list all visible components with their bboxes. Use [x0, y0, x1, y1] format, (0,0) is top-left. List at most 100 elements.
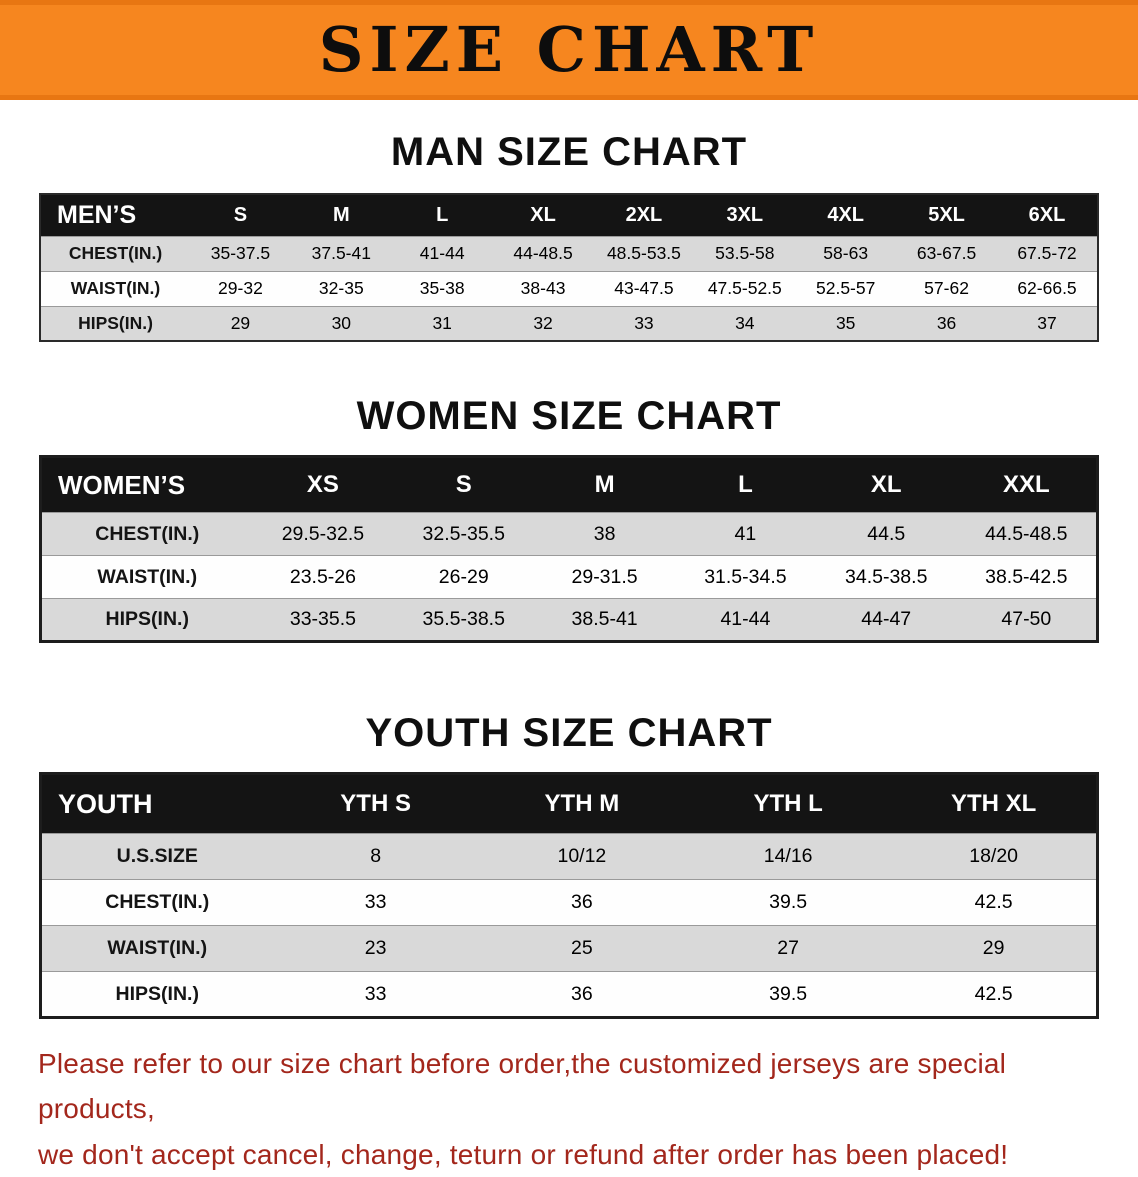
measurement-value: 23 [272, 925, 479, 972]
size-column-header: S [190, 194, 291, 236]
measurement-value: 36 [896, 305, 997, 342]
measurement-row: CHEST(IN.) 29.5-32.5 32.5-35.5 38 41 44.5 44.5… [40, 512, 1098, 556]
measurement-label: HIPS(IN.) [40, 598, 253, 642]
measurement-value: 38-43 [492, 270, 594, 307]
measurement-value: 44.5 [815, 512, 957, 556]
measurement-row: HIPS(IN.) 33 36 39.5 42.5 [40, 971, 1098, 1018]
size-column-header: YTH S [272, 773, 479, 834]
measurement-value: 35 [795, 305, 897, 342]
measurement-value: 37.5-41 [290, 235, 392, 272]
size-column-header: S [393, 456, 535, 513]
measurement-label: HIPS(IN.) [40, 971, 273, 1018]
size-column-header: YTH XL [891, 773, 1098, 834]
measurement-value: 29-31.5 [534, 555, 675, 599]
measurement-value: 8 [272, 833, 479, 880]
disclaimer-line-1: Please refer to our size chart before or… [38, 1048, 1007, 1125]
measurement-value: 47-50 [956, 598, 1098, 642]
men-header-row: MEN’S S M L XL 2XL 3XL 4XL 5XL 6XL [40, 194, 1098, 236]
measurement-value: 67.5-72 [997, 235, 1098, 272]
disclaimer-line-2: we don't accept cancel, change, teturn o… [38, 1138, 1009, 1170]
measurement-value: 41 [674, 512, 816, 556]
size-column-header: 3XL [694, 194, 796, 236]
size-column-header: YTH L [685, 773, 892, 834]
measurement-value: 14/16 [685, 833, 892, 880]
size-column-header: XS [252, 456, 394, 513]
measurement-row: WAIST(IN.) 23.5-26 26-29 29-31.5 31.5-34.5 34… [40, 555, 1098, 599]
size-column-header: M [534, 456, 675, 513]
measurement-value: 29 [891, 925, 1098, 972]
measurement-value: 29 [190, 305, 291, 342]
measurement-value: 30 [290, 305, 392, 342]
measurement-value: 57-62 [896, 270, 997, 307]
size-column-header: YTH M [478, 773, 685, 834]
measurement-value: 29.5-32.5 [252, 512, 394, 556]
size-column-header: 4XL [795, 194, 897, 236]
measurement-value: 41-44 [674, 598, 816, 642]
measurement-value: 27 [685, 925, 892, 972]
women-size-table: WOMEN’S XS S M L XL XXL CHEST(IN.) 29.5-32.5 32.5… [39, 455, 1099, 643]
measurement-row: WAIST(IN.) 23 25 27 29 [40, 925, 1098, 972]
measurement-value: 36 [478, 971, 685, 1018]
measurement-value: 38.5-41 [534, 598, 675, 642]
size-column-header: L [391, 194, 493, 236]
measurement-value: 29-32 [190, 270, 291, 307]
measurement-label: CHEST(IN.) [40, 879, 273, 926]
measurement-row: U.S.SIZE 8 10/12 14/16 18/20 [40, 833, 1098, 880]
measurement-value: 39.5 [685, 879, 892, 926]
size-chart-sections: MAN SIZE CHART MEN’S S M L XL 2XL 3XL 4XL 5XL 6XL C… [0, 130, 1138, 1019]
banner: SIZE CHART [0, 0, 1138, 100]
measurement-label: HIPS(IN.) [40, 305, 190, 342]
measurement-label: WAIST(IN.) [40, 925, 273, 972]
youth-section-heading: YOUTH SIZE CHART [365, 711, 773, 755]
measurement-label: WAIST(IN.) [40, 555, 253, 599]
measurement-label: U.S.SIZE [40, 833, 273, 880]
measurement-row: CHEST(IN.) 33 36 39.5 42.5 [40, 879, 1098, 926]
measurement-value: 34 [694, 305, 796, 342]
measurement-value: 34.5-38.5 [815, 555, 957, 599]
measurement-value: 31 [391, 305, 493, 342]
youth-size-chart-section: YOUTH SIZE CHART YOUTH YTH S YTH M YTH L YTH … [0, 711, 1138, 1019]
measurement-value: 37 [997, 305, 1098, 342]
size-column-header: XL [815, 456, 957, 513]
measurement-label: WAIST(IN.) [40, 270, 190, 307]
measurement-value: 35.5-38.5 [393, 598, 535, 642]
measurement-value: 52.5-57 [795, 270, 897, 307]
men-section-heading: MAN SIZE CHART [390, 130, 748, 174]
measurement-value: 25 [478, 925, 685, 972]
women-section-heading: WOMEN SIZE CHART [356, 394, 782, 438]
measurement-value: 44.5-48.5 [956, 512, 1098, 556]
measurement-value: 33-35.5 [252, 598, 394, 642]
measurement-label: CHEST(IN.) [40, 235, 190, 272]
measurement-value: 35-38 [391, 270, 493, 307]
measurement-row: HIPS(IN.) 29 30 31 32 33 34 35 36 37 [40, 305, 1098, 342]
measurement-value: 48.5-53.5 [593, 235, 695, 272]
size-column-header: 5XL [896, 194, 997, 236]
page-title: SIZE CHART [318, 13, 820, 86]
women-table-title-cell: WOMEN’S [40, 456, 253, 513]
measurement-value: 31.5-34.5 [674, 555, 816, 599]
size-column-header: XXL [956, 456, 1098, 513]
measurement-row: CHEST(IN.) 35-37.5 37.5-41 41-44 44-48.5 48.5… [40, 235, 1098, 272]
measurement-value: 33 [272, 879, 479, 926]
size-column-header: 2XL [593, 194, 695, 236]
measurement-value: 44-47 [815, 598, 957, 642]
measurement-value: 18/20 [891, 833, 1098, 880]
youth-size-table: YOUTH YTH S YTH M YTH L YTH XL U.S.SIZE 8 10/12… [39, 772, 1099, 1019]
measurement-row: WAIST(IN.) 29-32 32-35 35-38 38-43 43-47.5 47.… [40, 270, 1098, 307]
measurement-value: 47.5-52.5 [694, 270, 796, 307]
measurement-value: 39.5 [685, 971, 892, 1018]
measurement-value: 53.5-58 [694, 235, 796, 272]
measurement-value: 33 [272, 971, 479, 1018]
measurement-value: 38 [534, 512, 675, 556]
measurement-value: 42.5 [891, 971, 1098, 1018]
measurement-value: 32 [492, 305, 594, 342]
measurement-value: 58-63 [795, 235, 897, 272]
measurement-value: 43-47.5 [593, 270, 695, 307]
measurement-value: 26-29 [393, 555, 535, 599]
measurement-value: 32.5-35.5 [393, 512, 535, 556]
size-column-header: XL [492, 194, 594, 236]
men-table-title-cell: MEN’S [40, 194, 190, 236]
measurement-value: 33 [593, 305, 695, 342]
size-column-header: L [674, 456, 816, 513]
